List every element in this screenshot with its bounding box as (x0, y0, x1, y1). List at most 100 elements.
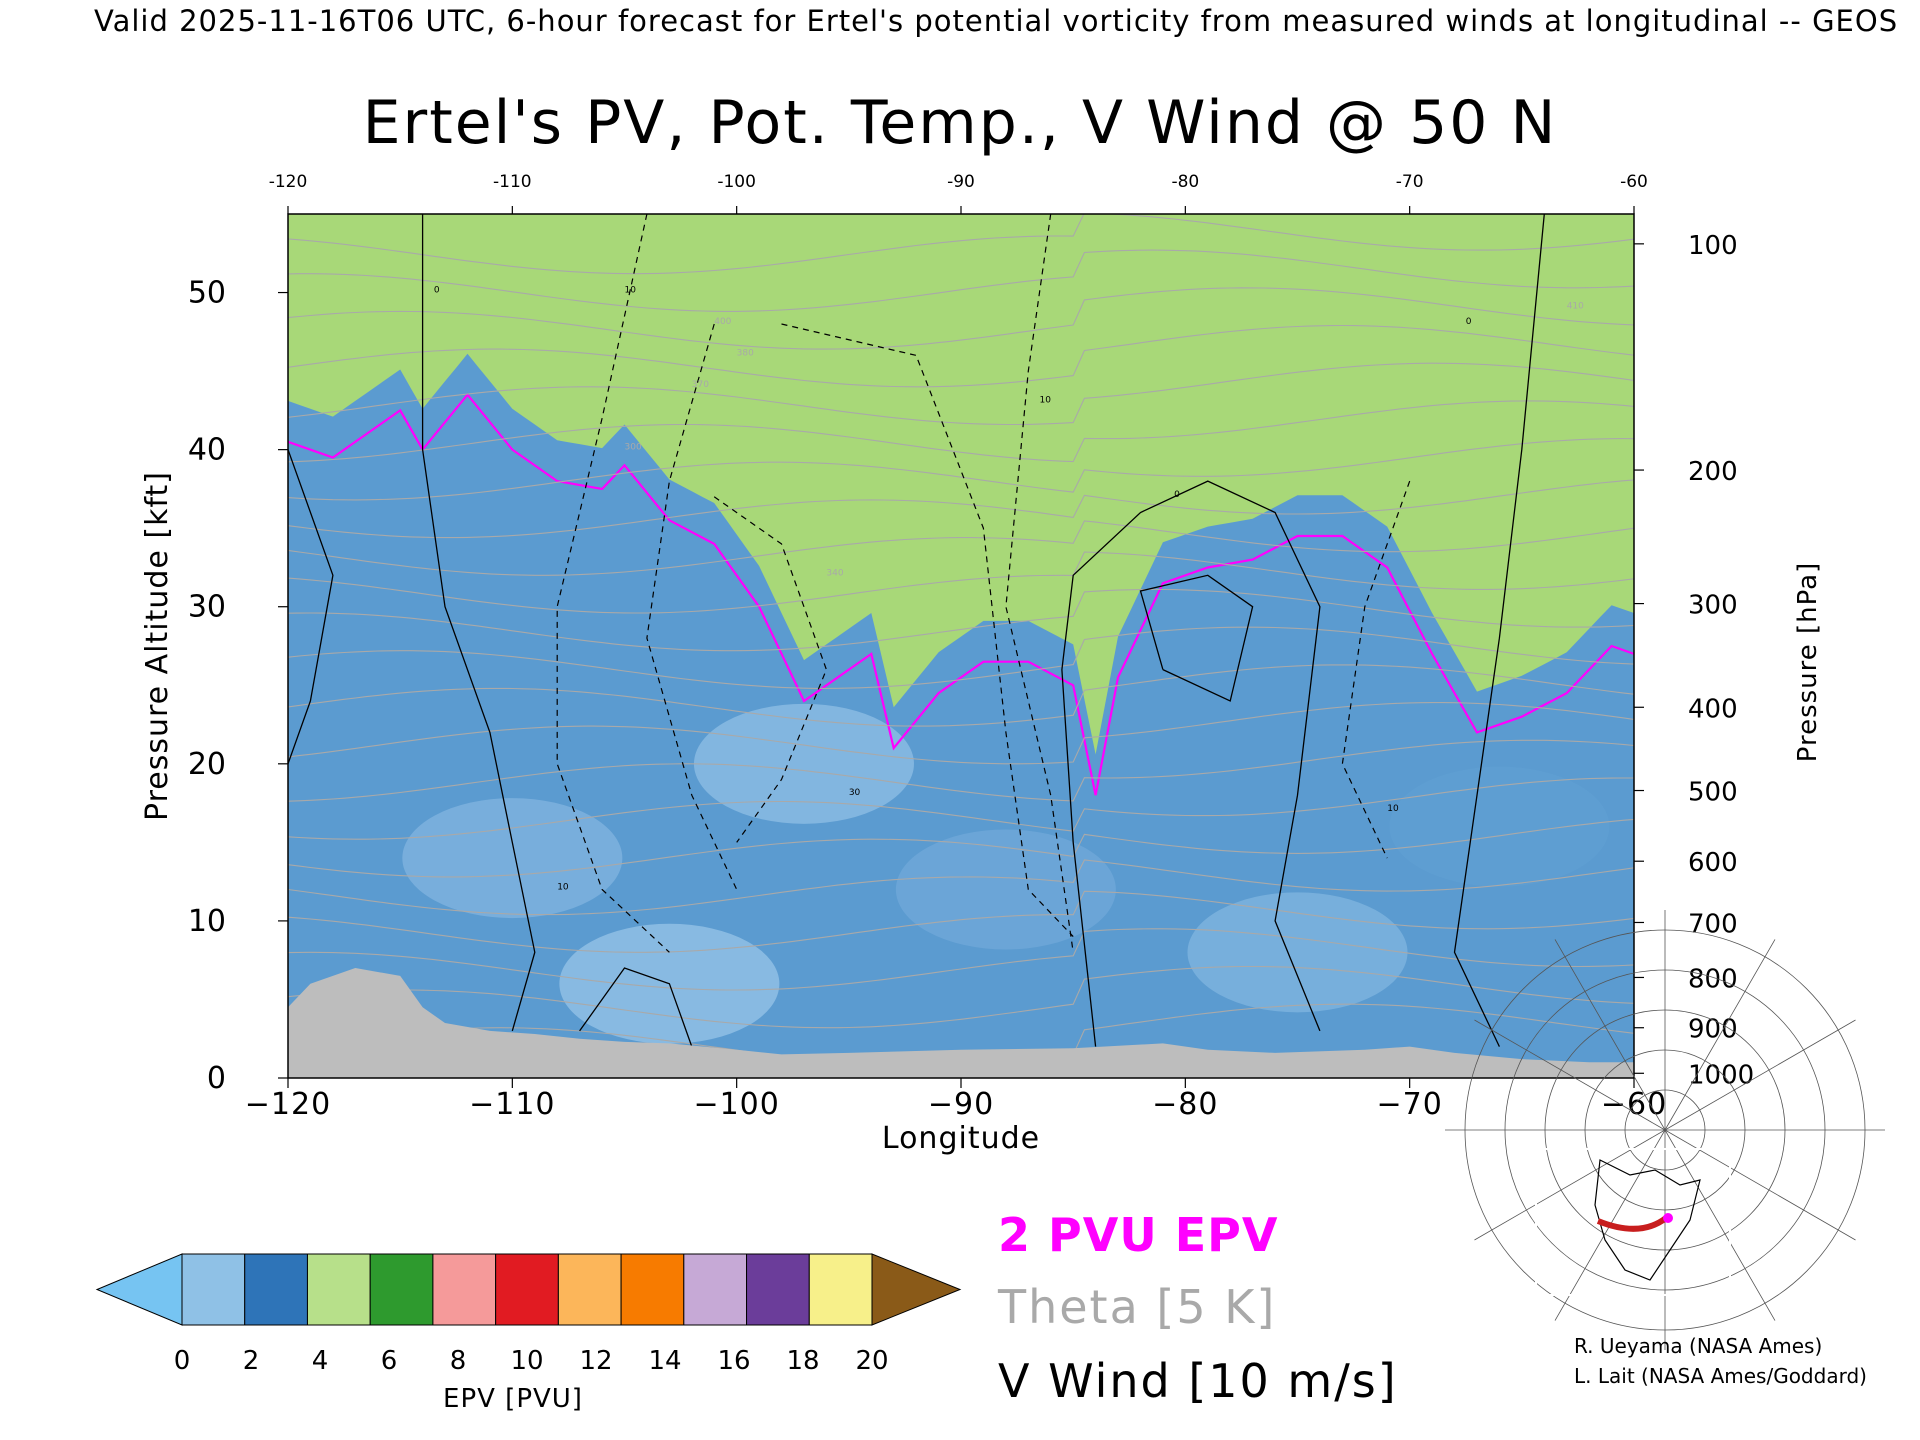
x-tick-label-top: -80 (1171, 172, 1199, 192)
x-tick-label-top: -90 (947, 172, 975, 192)
epv-tropo-patch (402, 798, 623, 919)
vwind-contour-solid (1139, 574, 1254, 702)
theta-contour-label: 400 (714, 317, 731, 327)
vwind-contour-solid (288, 449, 334, 765)
epv-tropo-patch (895, 829, 1116, 950)
map-meridian (1664, 1129, 1776, 1321)
colorbar-tick-label: 14 (648, 1346, 681, 1376)
theta-contour-label: 340 (826, 568, 843, 578)
y-axis-label: Pressure Altitude [kft] (140, 471, 175, 821)
vwind-contour-dashed (781, 323, 1074, 938)
theta-contour (288, 702, 1634, 765)
x-tick-label: −70 (1377, 1087, 1443, 1122)
x-tick-label: −110 (469, 1087, 555, 1122)
legend-vwind: V Wind [10 m/s] (998, 1354, 1398, 1408)
y-tick-label: 30 (188, 590, 226, 625)
theta-contour-label: 370 (692, 380, 709, 390)
x-tick-label: −100 (693, 1087, 779, 1122)
theta-contour (288, 928, 1634, 991)
x-tick-label: −60 (1601, 1087, 1667, 1122)
colorbar-segment (495, 1253, 559, 1326)
theta-contour (288, 777, 1634, 840)
colorbar-segment (683, 1253, 748, 1326)
y-tick-label: 50 (188, 276, 226, 311)
theta-contour (288, 214, 1634, 275)
theta-contour-label: 380 (737, 348, 754, 358)
theta-contour (288, 890, 1634, 953)
colorbar-segment (746, 1253, 810, 1326)
map-meridian (1664, 1019, 1856, 1131)
colorbar-segment (620, 1253, 685, 1326)
pressure-tick-label: 400 (1688, 694, 1738, 724)
colorbar-segment (369, 1253, 434, 1326)
map-clip-frame (1535, 1148, 1731, 1296)
chart-title: Ertel's PV, Pot. Temp., V Wind @ 50 N (362, 88, 1558, 158)
theta-contour (288, 551, 1634, 614)
map-meridian (1474, 1019, 1666, 1131)
vwind-contour-label: 10 (625, 286, 637, 296)
vwind-contour-label: 30 (849, 788, 861, 798)
theta-contour (288, 965, 1634, 1029)
x-axis-label: Longitude (882, 1121, 1040, 1156)
vwind-contour-label: 10 (1387, 804, 1399, 814)
colorbar-tick-label: 0 (174, 1346, 191, 1376)
vwind-contour-label: 0 (1174, 490, 1180, 500)
colorbar-tick-label: 4 (312, 1346, 329, 1376)
vwind-contour-solid (1453, 214, 1545, 1047)
colorbar-tick-label: 20 (855, 1346, 888, 1376)
colorbar-tick-label: 16 (717, 1346, 750, 1376)
x-tick-label: −80 (1152, 1087, 1218, 1122)
vwind-contour-dashed (556, 214, 670, 953)
colorbar-tick-label: 8 (450, 1346, 467, 1376)
x-tick-label-top: -110 (493, 172, 532, 192)
x-tick-label: −120 (245, 1087, 331, 1122)
vwind-contour-dashed (646, 323, 738, 890)
theta-contour (288, 588, 1634, 652)
locator-map (1445, 910, 1885, 1350)
theta-contour-label: 410 (1567, 301, 1584, 311)
pressure-tick-label: 500 (1688, 778, 1738, 808)
credit-line-2: L. Lait (NASA Ames/Goddard) (1574, 1364, 1867, 1388)
y-tick-label: 0 (207, 1061, 226, 1096)
pressure-tick-label: 300 (1688, 591, 1738, 621)
colorbar-label: EPV [PVU] (443, 1384, 583, 1414)
x-tick-label-top: -120 (269, 172, 308, 192)
y-tick-label: 40 (188, 433, 226, 468)
colorbar-tick-label: 12 (579, 1346, 612, 1376)
colorbar-segment (808, 1253, 873, 1326)
colorbar-tick-label: 6 (381, 1346, 398, 1376)
map-meridian (1664, 939, 1776, 1131)
colorbar-segment (557, 1253, 622, 1326)
theta-contour (288, 479, 1634, 539)
y-tick-label: 20 (188, 747, 226, 782)
vwind-contour-solid (1061, 480, 1321, 1047)
theta-contour (288, 818, 1634, 878)
colorbar-segment (244, 1253, 308, 1326)
theta-contour-label: 300 (625, 443, 642, 453)
colorbar-under-arrow (95, 1253, 183, 1326)
y-tick-label: 10 (188, 904, 226, 939)
map-coastline (1594, 1159, 1701, 1281)
pressure-tick-label: 600 (1688, 848, 1738, 878)
epv-band-4 (288, 214, 1634, 755)
theta-contour (288, 362, 1634, 426)
theta-contour (288, 739, 1634, 802)
vwind-contour-label: 0 (1466, 317, 1472, 327)
colorbar-segment (181, 1253, 246, 1326)
theta-contour (288, 520, 1634, 576)
theta-contour (288, 324, 1634, 388)
vwind-contour-dashed (1341, 480, 1411, 859)
x-tick-label: −90 (928, 1087, 994, 1122)
colorbar-tick-label: 2 (243, 1346, 260, 1376)
pressure-tick-label: 1000 (1688, 1060, 1754, 1090)
theta-contour (288, 664, 1634, 727)
pressure-tick-label: 100 (1688, 231, 1738, 261)
contour-2pvu (288, 392, 1634, 796)
theta-contour (288, 859, 1634, 916)
map-section-end (1663, 1213, 1673, 1223)
vwind-contour-label: 10 (557, 882, 569, 892)
vwind-contour-label: 0 (434, 286, 440, 296)
terrain-mask (288, 968, 1634, 1078)
